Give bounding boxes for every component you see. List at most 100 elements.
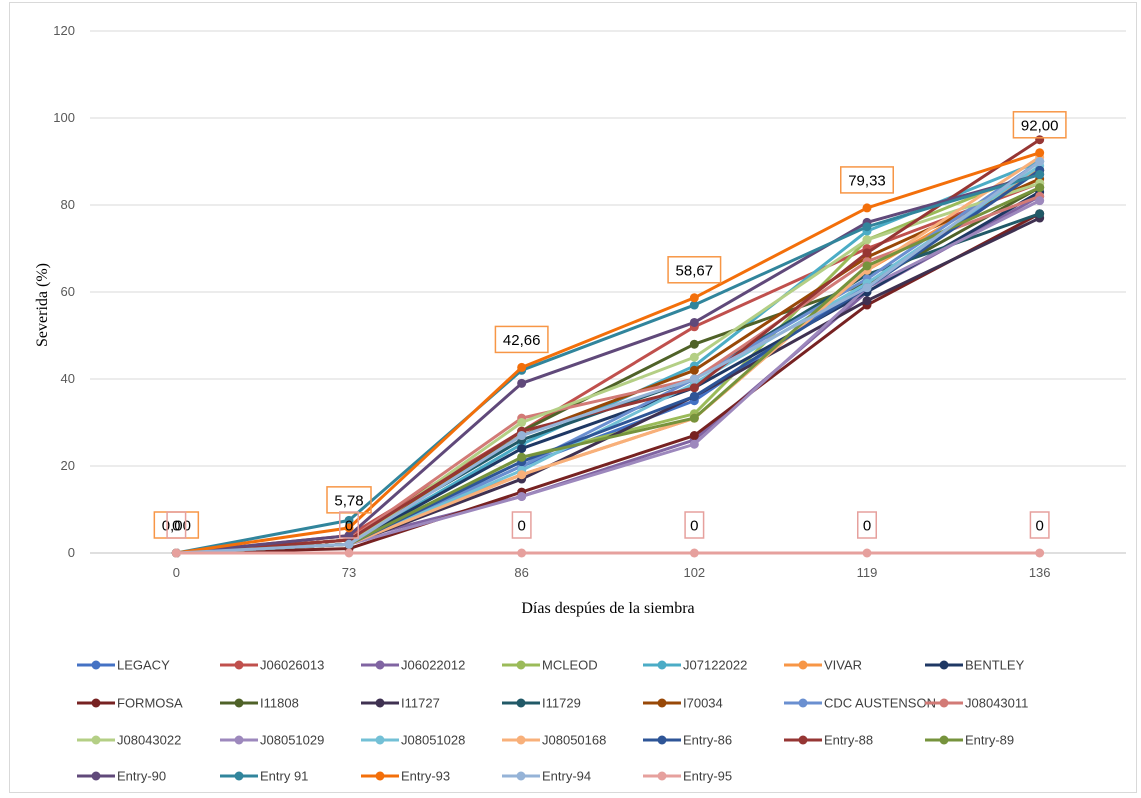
series-formosa — [171, 209, 1045, 558]
legend-label: I11808 — [260, 696, 299, 711]
data-label-text: 42,66 — [503, 332, 541, 349]
legend-label: FORMOSA — [117, 696, 183, 711]
legend-item-entry-95: Entry-95 — [643, 769, 732, 784]
data-point — [517, 362, 527, 372]
data-point — [171, 548, 181, 558]
series-line-mcleod — [174, 168, 1042, 555]
legend-item-i11727: I11727 — [361, 696, 440, 711]
legend-label: Entry-90 — [117, 769, 166, 784]
data-point — [517, 378, 527, 388]
data-point — [689, 293, 699, 303]
data-label-text: 0 — [345, 518, 353, 535]
series-lines — [171, 135, 1045, 558]
data-point — [344, 523, 354, 533]
series-line-i70034 — [174, 177, 1042, 555]
data-point — [689, 548, 699, 558]
x-axis-ticks: 0 73 86 102 119 136 — [173, 565, 1051, 580]
legend-marker — [234, 735, 244, 745]
legend-marker — [939, 698, 949, 708]
legend-marker — [234, 698, 244, 708]
y-tick-label: 0 — [68, 545, 75, 560]
legend-label: J08051028 — [401, 733, 465, 748]
legend-label: Entry-88 — [824, 733, 873, 748]
data-label-text: 92,00 — [1021, 117, 1059, 134]
series-entry-95 — [171, 548, 1045, 558]
data-point — [862, 248, 872, 258]
series-line-entry-94 — [174, 160, 1042, 555]
series-j07122022 — [171, 157, 1045, 558]
y-axis-ticks: 0 20 40 60 80 100 120 — [53, 23, 75, 560]
data-label-text: 0 — [863, 518, 871, 535]
series-entry-88 — [171, 135, 1045, 558]
data-label: 58,67 — [667, 256, 722, 284]
legend-label: Entry-89 — [965, 733, 1014, 748]
data-point — [1035, 148, 1045, 158]
legend-item-j07122022: J07122022 — [643, 658, 747, 673]
legend-label: J06022012 — [401, 658, 465, 673]
data-label: 0 — [857, 511, 877, 539]
data-point — [689, 365, 699, 375]
series-line-j08050168 — [174, 155, 1042, 555]
series-line-legacy — [174, 168, 1042, 555]
legend-marker — [375, 698, 385, 708]
legend: LEGACY J06026013 J06022012 MCLEOD J07122022 V… — [77, 658, 1028, 784]
legend-marker — [234, 660, 244, 670]
legend-marker — [657, 660, 667, 670]
legend-label: J08043022 — [117, 733, 181, 748]
chart-frame — [9, 2, 1137, 793]
data-point — [862, 222, 872, 232]
legend-label: J08050168 — [542, 733, 606, 748]
series-i11729 — [171, 209, 1045, 558]
legend-item-j06026013: J06026013 — [220, 658, 324, 673]
legend-item-j08043011: J08043011 — [925, 696, 1028, 711]
data-point — [344, 548, 354, 558]
data-labels: 0,00 5,78 42,66 58,67 79,33 92,00 0 0 0 0 0 0 — [153, 111, 1067, 539]
legend-marker — [516, 735, 526, 745]
legend-label: Entry-94 — [542, 769, 591, 784]
x-tick-label: 119 — [857, 565, 878, 580]
data-label: 42,66 — [494, 325, 549, 354]
series-entry-91 — [171, 170, 1045, 558]
legend-marker — [375, 771, 385, 781]
data-label-text: 0 — [517, 518, 525, 535]
data-point — [862, 283, 872, 293]
data-point — [862, 296, 872, 306]
data-point — [689, 339, 699, 349]
x-tick-label: 136 — [1029, 565, 1051, 580]
data-point — [862, 235, 872, 245]
y-tick-label: 120 — [53, 23, 75, 38]
legend-item-j08050168: J08050168 — [502, 733, 606, 748]
data-point — [344, 515, 354, 525]
legend-label: LEGACY — [117, 658, 170, 673]
legend-item-entry-86: Entry-86 — [643, 733, 732, 748]
legend-marker — [939, 660, 949, 670]
data-point — [862, 548, 872, 558]
data-label: 0 — [511, 511, 532, 539]
legend-marker — [798, 698, 808, 708]
data-point — [1035, 170, 1045, 180]
legend-item-formosa: FORMOSA — [77, 696, 183, 711]
legend-item-j06022012: J06022012 — [361, 658, 465, 673]
data-label: 0 — [684, 511, 705, 539]
legend-marker — [657, 771, 667, 781]
data-label: 0 — [166, 511, 187, 539]
legend-item-entry-89: Entry-89 — [925, 733, 1014, 748]
data-point — [517, 418, 527, 427]
y-tick-label: 60 — [61, 284, 75, 299]
data-point — [862, 261, 872, 271]
legend-marker — [657, 735, 667, 745]
legend-label: I11729 — [542, 696, 581, 711]
legend-item-entry-90: Entry-90 — [77, 769, 166, 784]
legend-marker — [91, 771, 101, 781]
legend-marker — [91, 660, 101, 670]
x-axis-title: Días despúes de la siembra — [521, 600, 694, 617]
legend-label: Entry 91 — [260, 769, 308, 784]
data-label: 92,00 — [1012, 111, 1067, 139]
legend-item-entry-88: Entry-88 — [784, 733, 873, 748]
series-entry-90 — [171, 170, 1045, 558]
series-line-entry-91 — [174, 173, 1042, 555]
data-point — [517, 452, 527, 462]
data-label-text: 0 — [690, 518, 698, 535]
data-label: 0 — [339, 511, 359, 539]
data-point — [689, 439, 699, 449]
